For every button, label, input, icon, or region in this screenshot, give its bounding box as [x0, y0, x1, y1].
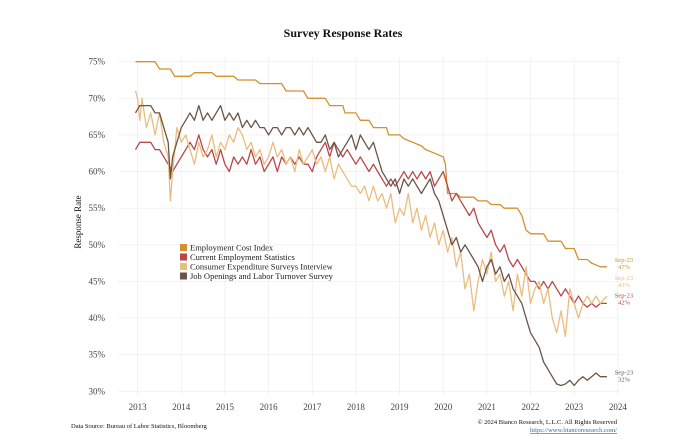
y-tick-label: 45%: [89, 276, 106, 286]
x-tick-label: 2016: [260, 402, 279, 412]
series-line: [134, 90, 608, 338]
end-label-date: Sep-23: [615, 275, 633, 282]
x-tick-label: 2019: [391, 402, 410, 412]
series-lines: [134, 61, 608, 387]
end-label-value: 42%: [618, 299, 631, 306]
y-tick-label: 35%: [89, 350, 106, 360]
y-tick-label: 30%: [89, 386, 106, 396]
x-tick-label: 2018: [347, 402, 366, 412]
grid-lines: [118, 58, 620, 395]
legend-label: Consumer Expenditure Surveys Interview: [190, 262, 334, 272]
legend-label: Job Openings and Labor Turnover Survey: [190, 271, 334, 281]
x-tick-label: 2020: [434, 402, 453, 412]
x-tick-label: 2015: [216, 402, 235, 412]
x-tick-label: 2017: [303, 402, 322, 412]
x-tick-label: 2021: [478, 402, 496, 412]
y-tick-label: 50%: [89, 240, 106, 250]
legend-label: Employment Cost Index: [190, 243, 274, 253]
y-axis-label: Response Rate: [73, 195, 83, 248]
end-label-date: Sep-23: [615, 257, 633, 264]
end-label-date: Sep-23: [615, 370, 633, 377]
end-label-value: 43%: [618, 282, 631, 289]
x-tick-label: 2014: [172, 402, 191, 412]
y-tick-label: 60%: [89, 167, 106, 177]
website-link[interactable]: https://www.biancoresearch.com/: [530, 427, 617, 434]
copyright-note: © 2024 Bianco Research, L.L.C. All Right…: [478, 419, 618, 426]
y-tick-label: 40%: [89, 313, 106, 323]
legend-swatch: [180, 253, 187, 261]
x-tick-label: 2013: [129, 402, 148, 412]
y-tick-label: 75%: [89, 57, 106, 67]
series-line: [134, 104, 607, 387]
y-tick-label: 55%: [89, 203, 106, 213]
y-axis-ticks: 75% 70% 65% 60% 55% 50% 45% 40% 35% 30%: [89, 57, 106, 397]
legend-swatch: [180, 244, 187, 251]
y-tick-label: 65%: [89, 130, 106, 140]
end-label-date: Sep-23: [615, 292, 633, 299]
end-label-value: 32%: [618, 377, 631, 384]
legend-swatch: [180, 272, 187, 280]
x-tick-label: 2023: [565, 402, 584, 412]
legend-swatch: [180, 263, 187, 270]
y-tick-label: 70%: [89, 93, 106, 103]
x-tick-label: 2022: [522, 402, 540, 412]
data-source-note: Data Source: Bureau of Labor Statistics,…: [71, 423, 208, 430]
legend-label: Current Employment Statistics: [190, 252, 295, 262]
x-axis-ticks: 2013 2014 2015 2016 2017 2018 2019 2020 2021 2022…: [129, 402, 628, 412]
x-tick-label: 2024: [609, 402, 628, 412]
chart-title: Survey Response Rates: [284, 26, 403, 40]
series-line: [135, 61, 607, 268]
end-label-value: 47%: [618, 264, 631, 271]
